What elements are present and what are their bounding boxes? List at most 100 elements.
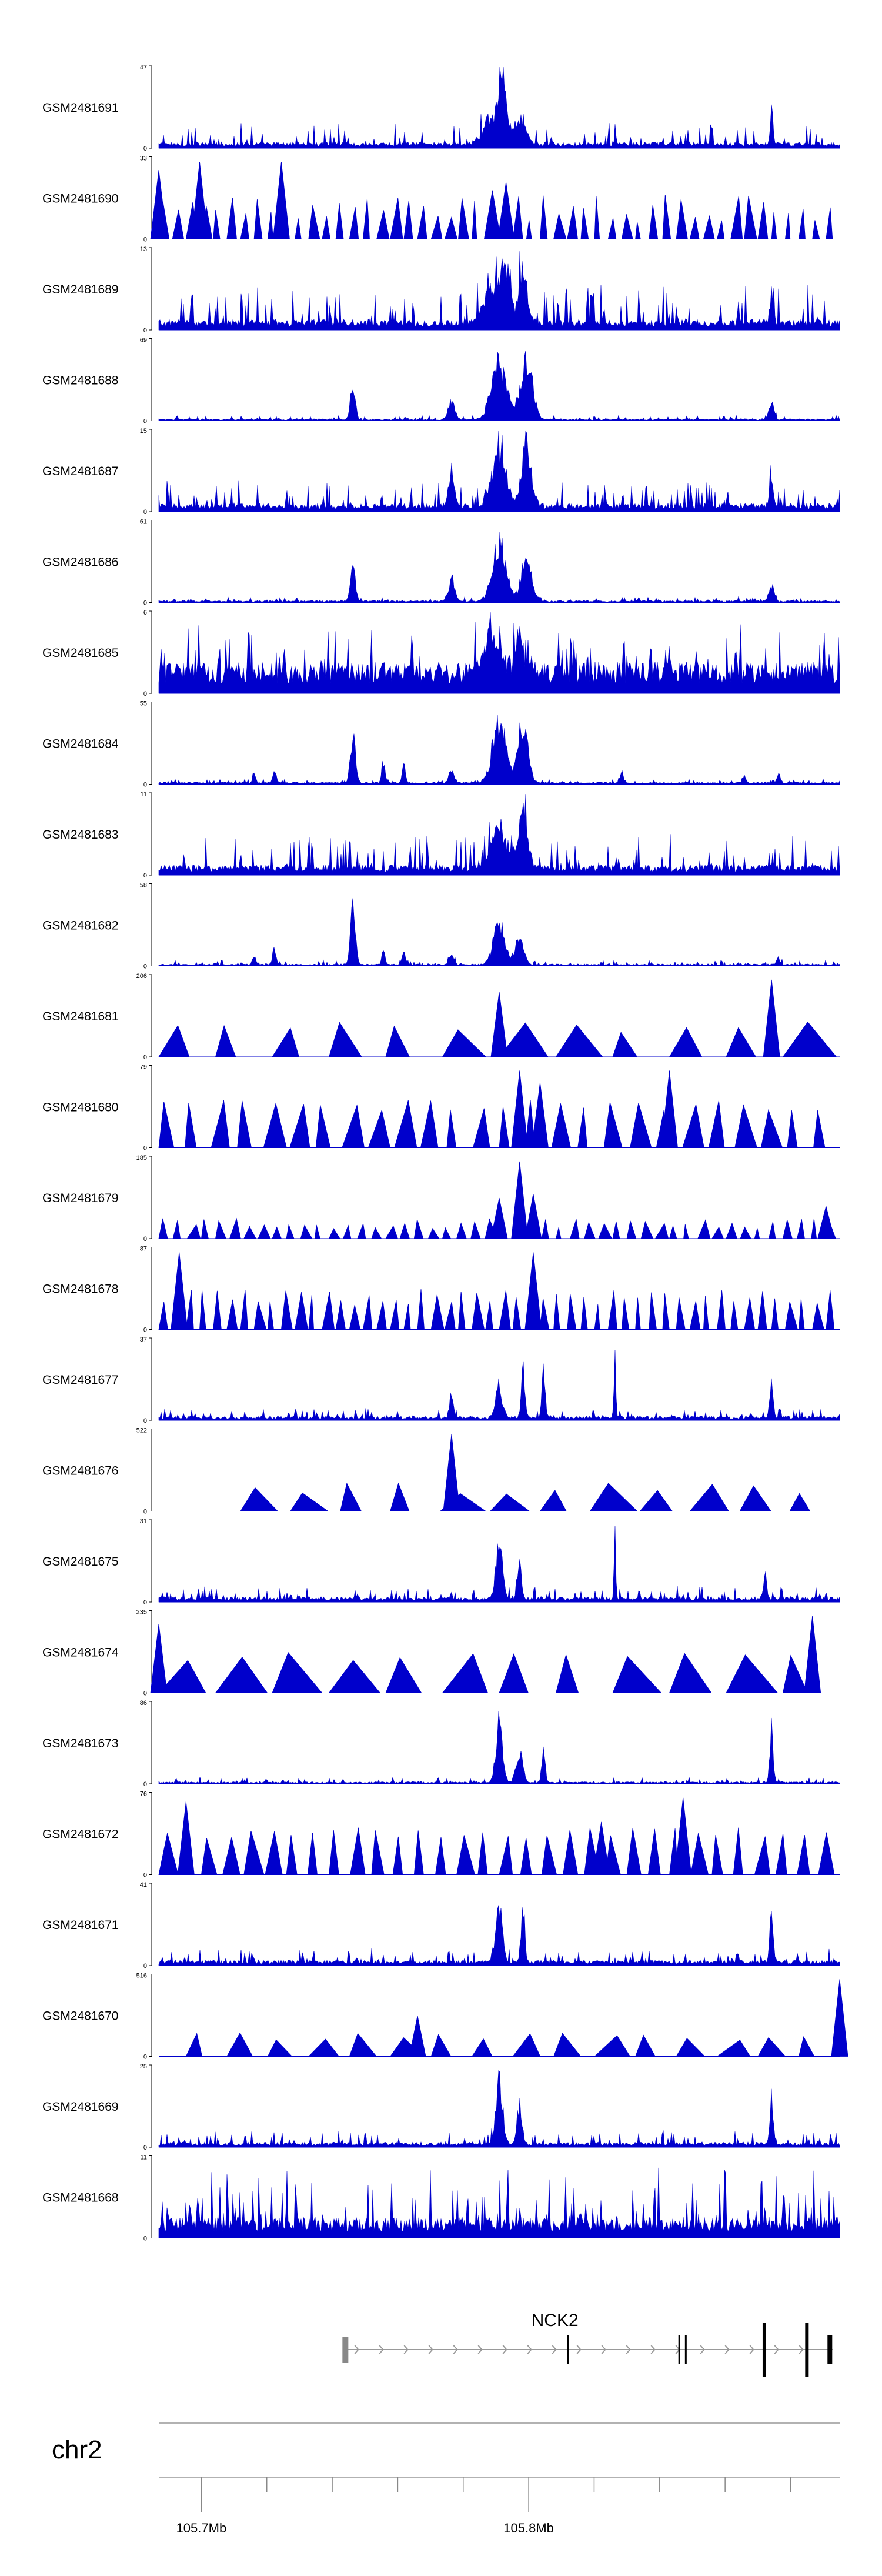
y-max-label: 522 (136, 1427, 147, 1434)
y-max-label: 31 (140, 1518, 147, 1525)
coverage-spike-0 (150, 1624, 168, 1693)
y-max-label: 6 (143, 609, 147, 616)
coverage-spike-2 (272, 162, 290, 239)
y-zero-label: 0 (143, 145, 147, 152)
strand-arrow (700, 2345, 705, 2354)
coverage-spike-0 (490, 1197, 508, 1239)
coverage-area (158, 2167, 840, 2238)
track-GSM2481685: GSM2481685 6 0 (42, 609, 840, 698)
coverage-area (158, 1289, 835, 1330)
coverage-spike-4 (497, 182, 515, 239)
track-GSM2481674: GSM2481674 235 0 (42, 1609, 840, 1697)
track-GSM2481683: GSM2481683 11 0 (42, 791, 840, 879)
strand-arrow (428, 2345, 433, 2354)
exon-4 (762, 2323, 766, 2377)
y-max-label: 86 (140, 1700, 147, 1707)
track-label: GSM2481669 (42, 2100, 119, 2114)
y-max-label: 55 (140, 700, 147, 708)
y-max-label: 235 (136, 1609, 147, 1616)
track-GSM2481673: GSM2481673 86 0 (42, 1700, 840, 1788)
y-max-label: 11 (141, 791, 147, 798)
y-max-label: 79 (140, 1064, 147, 1071)
coverage-spike-2 (674, 1797, 692, 1875)
track-GSM2481675: GSM2481675 31 0 (42, 1518, 840, 1606)
strand-arrow (774, 2345, 779, 2354)
strand-arrow (576, 2345, 582, 2354)
y-max-label: 58 (140, 882, 147, 889)
y-max-label: 13 (140, 246, 147, 253)
coverage-area (158, 430, 840, 512)
track-GSM2481672: GSM2481672 76 0 (42, 1791, 840, 1879)
exon-1 (567, 2335, 569, 2364)
y-zero-label: 0 (143, 963, 147, 970)
strand-arrow (403, 2345, 409, 2354)
chromosome-label: chr2 (52, 2435, 102, 2464)
y-zero-label: 0 (143, 1145, 147, 1152)
track-GSM2481684: GSM2481684 55 0 (42, 700, 840, 789)
coverage-area (240, 1482, 811, 1511)
track-label: GSM2481680 (42, 1101, 119, 1115)
y-zero-label: 0 (143, 1327, 147, 1334)
track-GSM2481678: GSM2481678 87 0 (42, 1246, 840, 1334)
coverage-spike-1 (831, 1979, 848, 2057)
y-zero-label: 0 (143, 509, 147, 516)
exon-6 (827, 2335, 833, 2364)
strand-arrow (799, 2345, 804, 2354)
y-zero-label: 0 (143, 600, 147, 607)
coverage-spike-3 (817, 1206, 835, 1239)
track-label: GSM2481688 (42, 374, 119, 388)
exon-2 (678, 2335, 680, 2364)
track-label: GSM2481681 (42, 1010, 119, 1023)
gene-name: NCK2 (532, 2311, 579, 2330)
track-GSM2481688: GSM2481688 69 0 (42, 337, 840, 425)
track-label: GSM2481687 (42, 465, 119, 478)
exon-3 (684, 2335, 687, 2364)
y-max-label: 47 (140, 64, 147, 71)
y-max-label: 61 (140, 519, 147, 526)
track-label: GSM2481671 (42, 1918, 119, 1932)
coverage-area (158, 532, 840, 603)
y-zero-label: 0 (143, 1690, 147, 1697)
track-label: GSM2481682 (42, 919, 119, 933)
y-max-label: 41 (140, 1881, 147, 1888)
track-label: GSM2481668 (42, 2191, 119, 2205)
coverage-spike-1 (593, 1821, 610, 1875)
y-zero-label: 0 (143, 782, 147, 789)
coverage-spike-0 (171, 1252, 188, 1330)
y-zero-label: 0 (143, 1054, 147, 1061)
x-tick-label: 105.8Mb (503, 2521, 554, 2535)
coverage-spike-1 (532, 1083, 549, 1148)
coverage-spike-1 (763, 979, 780, 1057)
coverage-spike-1 (511, 1161, 529, 1239)
track-label: GSM2481689 (42, 283, 119, 296)
track-GSM2481690: GSM2481690 33 0 (42, 155, 840, 243)
y-max-label: 33 (140, 155, 147, 162)
strand-arrow (626, 2345, 631, 2354)
track-GSM2481686: GSM2481686 61 0 (42, 519, 840, 607)
coverage-area (158, 1526, 840, 1603)
track-GSM2481669: GSM2481669 25 0 (42, 2063, 840, 2151)
track-label: GSM2481670 (42, 2010, 119, 2023)
strand-arrow (724, 2345, 730, 2354)
track-GSM2481671: GSM2481671 41 0 (42, 1881, 840, 1970)
exon-5 (805, 2323, 809, 2377)
y-zero-label: 0 (143, 1236, 147, 1243)
track-label: GSM2481677 (42, 1373, 119, 1387)
y-max-label: 185 (136, 1154, 147, 1162)
y-max-label: 76 (140, 1791, 147, 1798)
strand-arrow (502, 2345, 507, 2354)
coverage-area (158, 793, 840, 876)
track-GSM2481689: GSM2481689 13 0 (42, 246, 840, 334)
coverage-area (158, 1827, 835, 1875)
y-zero-label: 0 (143, 1963, 147, 1970)
coverage-area (158, 351, 840, 421)
coverage-area (158, 1350, 840, 1421)
track-label: GSM2481674 (42, 1646, 119, 1660)
y-zero-label: 0 (143, 1781, 147, 1788)
y-max-label: 87 (140, 1246, 147, 1253)
coverage-area (158, 612, 840, 694)
exon-0 (342, 2337, 349, 2363)
strand-arrow (650, 2345, 656, 2354)
track-label: GSM2481676 (42, 1464, 119, 1478)
coverage-area (158, 715, 840, 785)
